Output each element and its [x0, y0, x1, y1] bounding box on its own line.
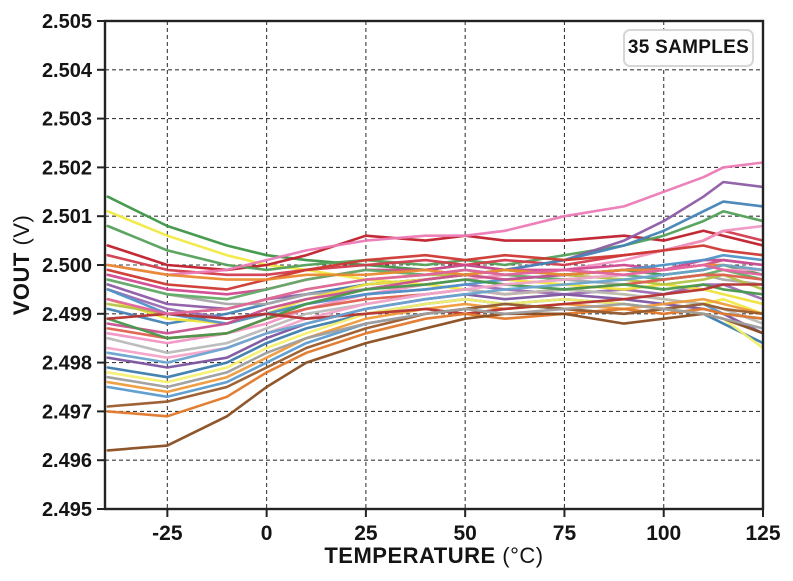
series-line-sample-06 — [106, 161, 763, 277]
y-tick-label: 2.502 — [42, 157, 92, 179]
series-group — [106, 161, 763, 452]
y-axis-title: VOUT (V) — [9, 215, 35, 316]
series-line-sample-32 — [106, 312, 763, 452]
series-line-sample-35 — [106, 302, 763, 389]
plot-border — [103, 19, 765, 511]
x-tick-label: -25 — [152, 522, 183, 545]
y-tick-label: 2.498 — [42, 353, 92, 375]
x-tick-label: 75 — [553, 522, 577, 545]
series-line-sample-34 — [106, 263, 763, 316]
series-line-sample-30 — [106, 307, 763, 418]
y-tick-label: 2.496 — [42, 450, 92, 472]
y-axis-title-main: VOUT — [9, 252, 34, 316]
x-tick-label: 125 — [745, 522, 780, 545]
legend-label: 35 SAMPLES — [627, 37, 750, 58]
x-axis-title: TEMPERATURE (°C) — [105, 543, 763, 569]
y-tick-label: 2.499 — [42, 304, 92, 326]
series-line-sample-21 — [106, 278, 763, 340]
series-line-sample-33 — [106, 263, 763, 364]
y-tick-label: 2.503 — [42, 109, 92, 131]
y-tick-label: 2.500 — [42, 255, 92, 277]
series-line-sample-10 — [106, 244, 763, 291]
x-tick-label: 100 — [646, 522, 681, 545]
x-axis-title-main: TEMPERATURE — [324, 543, 496, 568]
series-line-sample-23 — [106, 292, 763, 369]
y-tick-label: 2.504 — [42, 60, 93, 82]
y-tick-label: 2.495 — [42, 499, 92, 521]
y-axis-title-unit: (V) — [9, 214, 34, 246]
series-line-sample-17 — [106, 253, 763, 325]
x-tick-label: 25 — [354, 522, 378, 545]
series-line-sample-12 — [106, 258, 763, 296]
x-tick-label: 50 — [453, 522, 476, 545]
y-tick-label: 2.497 — [42, 401, 92, 423]
x-axis-title-unit: (°C) — [502, 543, 544, 568]
y-tick-label: 2.501 — [42, 206, 92, 228]
series-line-sample-27 — [106, 297, 763, 394]
y-tick-label: 2.505 — [42, 11, 92, 33]
legend-box: 35 SAMPLES — [623, 29, 754, 67]
x-tick-label: 0 — [261, 522, 273, 545]
